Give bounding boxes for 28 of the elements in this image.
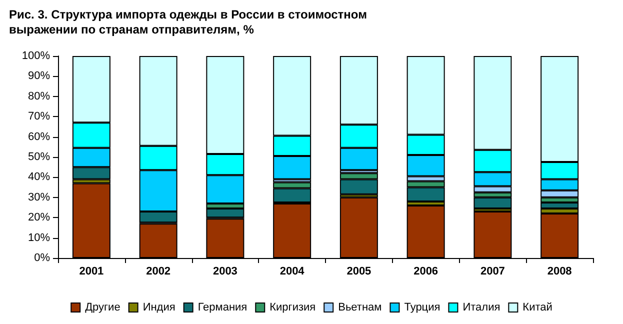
chart-title: Рис. 3. Структура импорта одежды в России в стоимостном выражении по странам отправителям, % [9,8,370,36]
y-tick-label: 10% [28,232,50,244]
y-tick-label: 50% [28,151,50,163]
legend-label: Индия [142,302,176,314]
x-tick-label: 2005 [346,266,372,278]
legend-label: Киргизия [270,302,316,314]
legend-label: Вьетнам [338,302,382,314]
y-tick-label: 90% [28,70,50,82]
x-tick-label: 2004 [280,266,306,278]
y-tick-label: 40% [28,171,50,184]
y-tick-label: 100% [22,50,50,62]
x-tick-label: 2007 [480,266,505,278]
x-tick-label: 2003 [212,266,238,278]
y-tick-label: 20% [28,212,50,224]
y-tick-label: 30% [28,191,50,204]
y-tick-label: 80% [28,90,50,102]
y-tick-label: 0% [34,252,50,264]
legend-label: Германия [198,302,248,314]
x-tick-label: 2002 [146,266,171,278]
legend-label: Другие [85,302,120,314]
legend-label: Турция [404,302,440,314]
legend-label: Китай [522,302,552,314]
legend-label: Италия [462,302,500,314]
x-tick-label: 2008 [547,266,572,278]
x-tick-label: 2001 [79,266,104,278]
x-tick-label: 2006 [414,266,438,278]
y-tick-label: 60% [28,130,50,143]
y-tick-label: 70% [28,110,50,123]
